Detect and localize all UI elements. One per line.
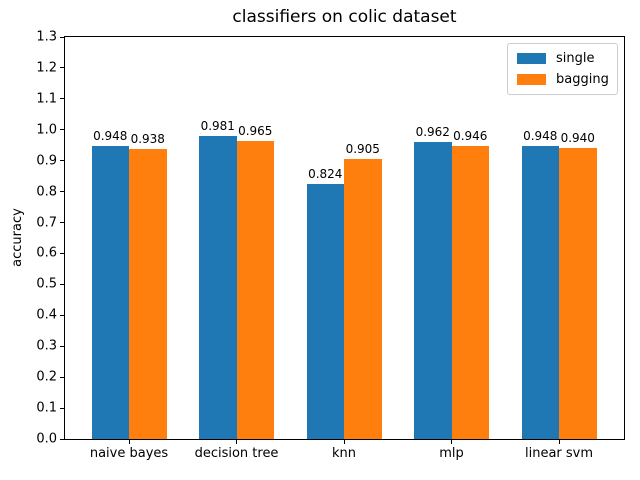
y-tick-mark <box>60 222 64 224</box>
y-tick-mark <box>60 67 64 69</box>
bar-value-label: 0.981 <box>200 118 235 133</box>
legend-label: bagging <box>556 72 609 87</box>
y-tick-label: 0.1 <box>36 400 57 416</box>
x-tick-label: knn <box>331 446 357 461</box>
bar-value-label: 0.946 <box>453 129 488 144</box>
x-tick-mark <box>236 440 237 444</box>
bar-single-naive-bayes <box>91 145 129 439</box>
y-tick-label: 0.4 <box>36 307 57 323</box>
y-tick-mark <box>60 407 64 409</box>
bar-bagging-linear-svm <box>559 148 597 439</box>
bar-value-label: 0.948 <box>93 128 128 143</box>
bar-single-linear-svm <box>521 145 559 439</box>
y-tick-label: 1.2 <box>36 60 57 76</box>
y-tick-mark <box>60 191 64 193</box>
legend-swatch-bagging <box>517 74 546 85</box>
bar-bagging-naive-bayes <box>129 148 167 439</box>
y-tick-label: 0.6 <box>36 245 57 261</box>
y-tick-label: 1.3 <box>36 29 57 45</box>
bar-bagging-knn <box>344 159 382 439</box>
y-tick-label: 1.1 <box>36 91 57 107</box>
bar-value-label: 0.940 <box>560 131 595 146</box>
y-axis-label: accuracy <box>10 208 25 267</box>
y-tick-label: 0.8 <box>36 184 57 200</box>
y-tick-mark <box>60 36 64 38</box>
bar-bagging-mlp <box>451 146 489 439</box>
legend-entry-single: single <box>517 52 608 65</box>
y-tick-label: 1.0 <box>36 122 57 138</box>
legend: single bagging <box>507 43 618 95</box>
y-tick-mark <box>60 252 64 254</box>
bar-single-knn <box>306 184 344 439</box>
bar-bagging-decision-tree <box>236 140 274 439</box>
y-tick-label: 0.2 <box>36 369 57 385</box>
bar-value-label: 0.962 <box>415 124 450 139</box>
y-tick-mark <box>60 345 64 347</box>
x-tick-mark <box>451 440 452 444</box>
y-tick-mark <box>60 98 64 100</box>
y-tick-label: 0.0 <box>36 431 57 447</box>
bar-value-label: 0.905 <box>345 142 380 157</box>
y-tick-label: 0.3 <box>36 338 57 354</box>
x-tick-mark <box>343 440 345 444</box>
y-tick-mark <box>60 376 64 378</box>
bar-value-label: 0.824 <box>308 167 343 182</box>
legend-swatch-single <box>517 53 546 64</box>
y-tick-mark <box>60 283 64 285</box>
y-tick-label: 0.9 <box>36 153 57 169</box>
x-tick-mark <box>558 440 560 444</box>
x-tick-label: linear svm <box>524 446 594 461</box>
x-tick-label: naive bayes <box>89 446 169 461</box>
legend-label: single <box>556 51 595 66</box>
x-tick-label: decision tree <box>194 446 279 461</box>
bar-value-label: 0.938 <box>130 131 165 146</box>
x-tick-mark <box>128 440 130 444</box>
plot-area: 0.0 0.1 0.2 0.3 0.4 0.5 0.6 0.7 0.8 0.9 1.0 1.1 1.2 1… <box>36 31 625 460</box>
bar-value-label: 0.948 <box>523 128 558 143</box>
x-tick-label: mlp <box>439 446 464 461</box>
y-tick-mark <box>60 129 64 131</box>
y-tick-mark <box>60 160 64 162</box>
y-tick-label: 0.7 <box>36 215 57 231</box>
bar-single-decision-tree <box>199 135 237 439</box>
y-tick-mark <box>60 314 64 316</box>
chart-title: classifiers on colic dataset <box>232 7 457 27</box>
bar-value-label: 0.965 <box>238 123 273 138</box>
y-tick-label: 0.5 <box>36 276 57 292</box>
bar-single-mlp <box>414 141 452 439</box>
y-tick-mark <box>60 438 64 440</box>
legend-entry-bagging: bagging <box>517 72 609 87</box>
